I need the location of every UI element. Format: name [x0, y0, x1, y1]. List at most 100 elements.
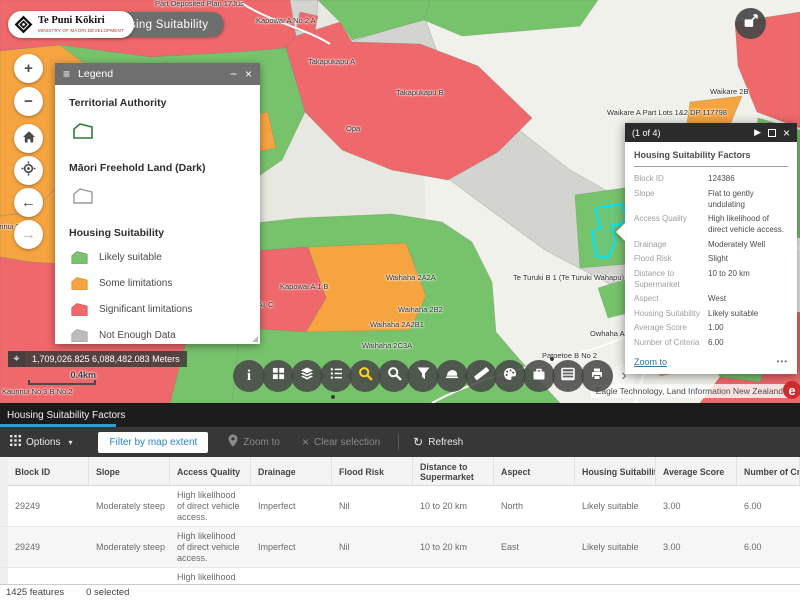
locate-icon [21, 161, 36, 180]
forward-arrow-icon: → [21, 226, 36, 243]
row-gutter [0, 457, 8, 486]
popup-titlebar[interactable]: (1 of 4) ▶ × [625, 123, 797, 142]
popup-pager: (1 of 4) [632, 128, 747, 138]
feature-popup: (1 of 4) ▶ × Housing Suitability Factors… [625, 123, 797, 374]
print-button[interactable] [581, 360, 613, 392]
overview-map-button[interactable] [735, 8, 766, 39]
legend-panel: ≡ Legend − × Territorial Authority Māori… [55, 63, 260, 344]
layer-list-button[interactable] [291, 360, 323, 392]
popup-field-row: Average Score 1.00 [634, 322, 788, 333]
measure-button[interactable] [465, 360, 497, 392]
next-extent-button[interactable]: → [14, 220, 43, 249]
table-row[interactable]: 29249 Moderately steep High likelihood o… [0, 568, 800, 584]
legend-button[interactable] [320, 360, 352, 392]
zoom-to-link[interactable]: Zoom to [634, 357, 777, 367]
eagle-technology-logo: e [783, 381, 800, 399]
scale-line [28, 380, 96, 385]
options-grid-icon [10, 435, 21, 449]
resize-handle[interactable] [252, 336, 258, 342]
column-header-slope[interactable]: Slope [89, 457, 170, 486]
scale-bar: 0.4km [28, 370, 96, 385]
minimize-icon[interactable]: − [230, 68, 237, 80]
popup-field-row: Block ID 124386 [634, 173, 788, 184]
list-icon: ≡ [63, 68, 70, 80]
filter-button[interactable] [407, 360, 439, 392]
toolbar-divider [398, 434, 399, 450]
logo-pill: Te Puni Kōkiri MINISTRY OF MĀORI DEVELOP… [8, 11, 134, 38]
attribute-table-button[interactable] [552, 360, 584, 392]
maori-freehold-land-swatch [71, 186, 246, 211]
popup-field-row: Flood Risk Slight [634, 253, 788, 264]
column-header-housing-suitability[interactable]: Housing Suitability [575, 457, 656, 486]
territorial-authority-swatch [71, 121, 246, 146]
column-header-access-quality[interactable]: Access Quality [170, 457, 251, 486]
table-header: Block ID Slope Access Quality Drainage F… [0, 457, 800, 486]
refresh-button[interactable]: ↻ Refresh [413, 435, 463, 449]
logo-subtitle: MINISTRY OF MĀORI DEVELOPMENT [38, 29, 124, 34]
logo-title: Te Puni Kōkiri [38, 16, 124, 27]
filter-by-map-extent-button[interactable]: Filter by map extent [98, 432, 208, 453]
table-row[interactable]: 29249 Moderately steep High likelihood o… [0, 527, 800, 568]
significant-limitations-swatch [69, 301, 90, 318]
close-icon[interactable]: × [783, 127, 790, 139]
search-by-shape-button[interactable] [349, 360, 381, 392]
overview-map-icon [743, 14, 758, 34]
column-header-aspect[interactable]: Aspect [494, 457, 575, 486]
my-location-button[interactable] [14, 156, 43, 185]
not-enough-data-swatch [69, 327, 90, 344]
legend-item-not-enough-data: Not Enough Data [69, 327, 246, 344]
some-limitations-swatch [69, 275, 90, 292]
more-options-icon[interactable]: ••• [777, 357, 788, 366]
legend-section-housing: Housing Suitability [69, 227, 246, 239]
table-icon [561, 367, 575, 386]
search-button[interactable] [378, 360, 410, 392]
plus-icon: + [24, 60, 33, 77]
popup-field-row: Access Quality High likelihood of direct… [634, 213, 788, 235]
clear-selection-button[interactable]: × Clear selection [302, 435, 380, 449]
legend-item-significant-limitations: Significant limitations [69, 301, 246, 318]
legend-section-maori-land: Māori Freehold Land (Dark) [69, 162, 246, 174]
legend-titlebar[interactable]: ≡ Legend − × [55, 63, 260, 85]
column-header-block-id[interactable]: Block ID [8, 457, 89, 486]
previous-extent-button[interactable]: ← [14, 188, 43, 217]
zoom-in-button[interactable]: + [14, 54, 43, 83]
close-icon[interactable]: × [245, 68, 252, 80]
popup-title: Housing Suitability Factors [634, 150, 788, 167]
draw-button[interactable] [494, 360, 526, 392]
zoom-to-button[interactable]: Zoom to [228, 434, 280, 450]
home-button[interactable] [14, 124, 43, 153]
legend-body: Territorial Authority Māori Freehold Lan… [55, 85, 260, 365]
column-header-distance-to-supermarket[interactable]: Distance to Supermarket [413, 457, 494, 486]
scale-label: 0.4km [28, 370, 96, 380]
table-row[interactable]: 29249 Moderately steep High likelihood o… [0, 486, 800, 527]
bookmark-button[interactable] [523, 360, 555, 392]
attribute-table-panel: Housing Suitability Factors Options ▾ Fi… [0, 403, 800, 600]
popup-field-row: Slope Flat to gently undulating [634, 188, 788, 210]
table-toolbar: Options ▾ Filter by map extent Zoom to ×… [0, 427, 800, 457]
tab-housing-suitability-factors[interactable]: Housing Suitability Factors [0, 410, 135, 427]
popup-body: Housing Suitability Factors Block ID 124… [625, 142, 797, 374]
briefcase-icon [532, 367, 546, 386]
select-button[interactable] [436, 360, 468, 392]
x-icon: × [302, 435, 309, 449]
features-count: 1425 features [6, 587, 64, 598]
next-feature-icon[interactable]: ▶ [754, 128, 761, 137]
popup-field-row: Aspect West [634, 293, 788, 304]
active-tab-underline [0, 424, 116, 427]
refresh-icon: ↻ [413, 435, 423, 449]
select-icon [445, 367, 459, 386]
options-menu-button[interactable]: Options ▾ [10, 435, 72, 449]
legend-section-territorial: Territorial Authority [69, 97, 246, 109]
legend-list-icon [330, 367, 343, 385]
column-header-drainage[interactable]: Drainage [251, 457, 332, 486]
zoom-out-button[interactable]: − [14, 87, 43, 116]
column-header-number-of-criteria[interactable]: Number of Criteria [737, 457, 800, 486]
column-header-flood-risk[interactable]: Flood Risk [332, 457, 413, 486]
column-header-average-score[interactable]: Average Score [656, 457, 737, 486]
crosshair-icon[interactable]: ⌖ [8, 351, 25, 367]
basemap-gallery-button[interactable] [262, 360, 294, 392]
maximize-icon[interactable] [768, 129, 776, 137]
popup-field-row: Distance to Supermarket 10 to 20 km [634, 268, 788, 290]
legend-title: Legend [78, 68, 222, 80]
layers-icon [300, 367, 314, 386]
